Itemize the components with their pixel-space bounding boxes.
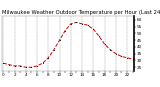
Text: Milwaukee Weather Outdoor Temperature per Hour (Last 24 Hours): Milwaukee Weather Outdoor Temperature pe… bbox=[2, 10, 160, 15]
